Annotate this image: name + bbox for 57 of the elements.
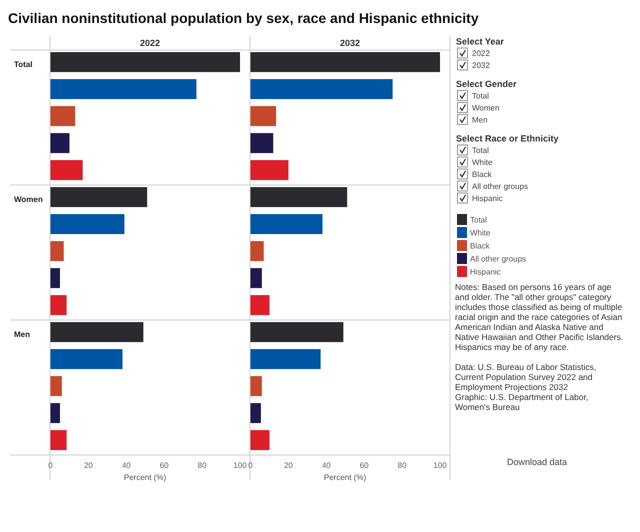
legend-label: All other groups (470, 254, 526, 264)
text: White (472, 158, 493, 167)
bar (250, 322, 344, 342)
text: Select Race or Ethnicity (456, 134, 559, 144)
x-tick-label: 20 (84, 461, 94, 470)
text: 2022 (472, 49, 490, 58)
text: Total (472, 92, 490, 100)
text: Data: U.S. Bureau of Labor Statistics, Current Population Survey 2022 and Employment Projections 2032 (455, 362, 596, 392)
bar (250, 376, 262, 396)
text: All other groups (472, 182, 528, 191)
bar (250, 403, 261, 424)
x-tick-label: 100 (433, 461, 448, 470)
x-tick-label: 80 (398, 461, 408, 470)
x-tick-label: 40 (322, 461, 332, 470)
x-tick-label: 0 (248, 461, 254, 470)
chart-subtitle: 2022 (140, 38, 160, 48)
x-axis-title: Percent (%) (124, 473, 166, 482)
bar (250, 187, 348, 208)
text: 2032 (472, 61, 490, 70)
bar (250, 160, 288, 180)
x-tick-label: 80 (198, 461, 208, 470)
bar (250, 52, 440, 72)
text: Men (472, 116, 488, 124)
legend-label: Black (470, 242, 491, 250)
bar (250, 133, 274, 154)
bar (250, 295, 270, 316)
bar (250, 349, 321, 370)
text: Download data (506, 457, 568, 467)
text: Select Gender (456, 79, 518, 89)
y-tick-label: Men (14, 330, 30, 339)
x-tick-label: 100 (233, 461, 248, 470)
legend-label: Hispanic (470, 268, 501, 276)
bar (250, 268, 262, 288)
x-tick-label: 40 (122, 461, 132, 470)
text: Black (472, 170, 493, 179)
x-tick-label: 0 (48, 461, 54, 470)
text: Hispanic (472, 194, 503, 203)
y-tick-label: Total (14, 60, 33, 69)
text: Total (472, 146, 490, 155)
x-axis-title: Percent (%) (324, 473, 366, 482)
y-tick-label: Women (14, 195, 43, 204)
text: Select Year (456, 36, 504, 46)
legend-label: Total (470, 216, 488, 224)
x-tick-label: 20 (284, 461, 294, 470)
chart-title: Civilian noninstitutional population by sex, race and Hispanic ethnicity (8, 10, 479, 26)
x-tick-label: 60 (160, 461, 170, 470)
text: Women (472, 104, 500, 112)
bar (250, 79, 393, 100)
bar (250, 106, 276, 126)
bar (250, 241, 264, 262)
text: Graphic: U.S. Department of Labor, Women's Bureau (455, 392, 588, 412)
x-tick-label: 60 (360, 461, 370, 470)
text: Notes: Based on persons 16 years of age and older. The "all other groups" category includes those classified as being of multiple racial origin and the race categories of Asian American Indian and Alaska Native and Native Hawaiian and Other Pacific Islanders. Hispanics may be of any race. (455, 282, 624, 352)
chart-subtitle: 2032 (340, 38, 360, 48)
bar (250, 214, 323, 234)
legend-label: White (470, 228, 491, 238)
bar (250, 430, 270, 450)
